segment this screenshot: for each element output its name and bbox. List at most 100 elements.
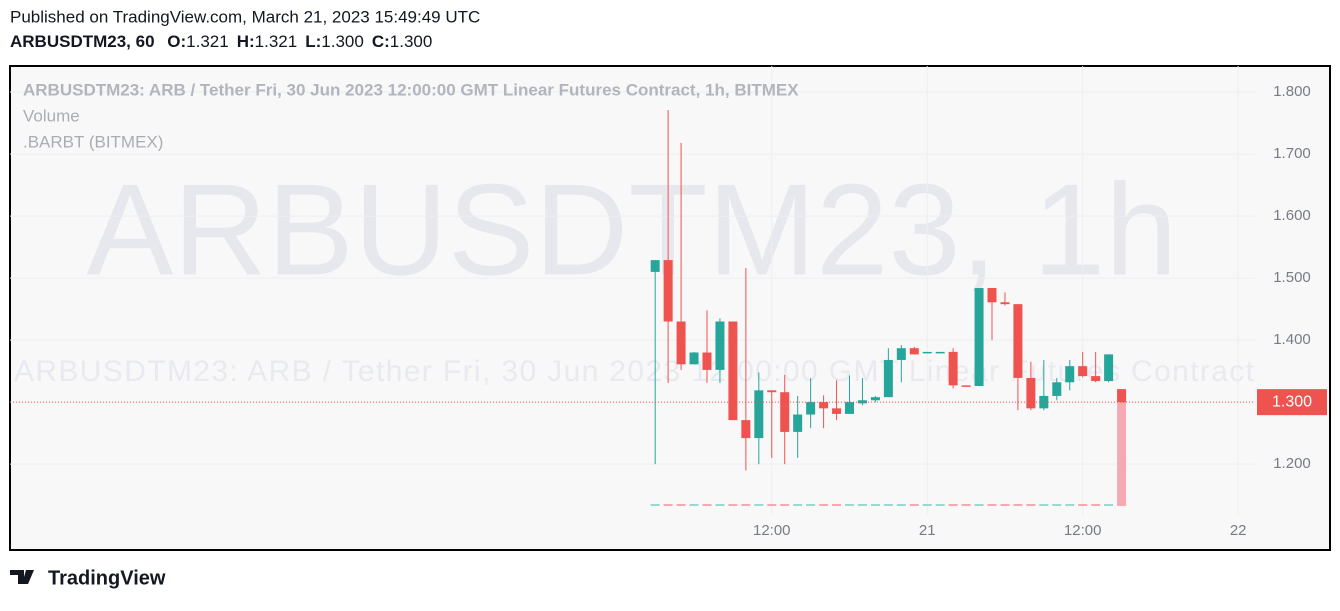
candle-body	[832, 408, 842, 414]
y-tick-label: 1.700	[1273, 145, 1311, 162]
candle-body	[870, 397, 880, 401]
volume-bar	[741, 504, 751, 506]
ohlc-label: L:	[305, 32, 321, 51]
volume-bar	[1000, 504, 1010, 506]
candle-body	[793, 414, 803, 432]
candle-body	[1065, 366, 1075, 383]
volume-bar	[1013, 504, 1023, 506]
candle-body	[741, 420, 751, 439]
candle-body	[715, 321, 725, 370]
volume-bar	[1091, 504, 1101, 506]
candle-body	[909, 348, 919, 355]
volume-bar	[987, 504, 997, 506]
volume-bar	[935, 504, 945, 506]
volume-bar	[1065, 504, 1075, 506]
volume-bar	[948, 504, 958, 506]
watermark: ARBUSDTM23, 1h	[87, 156, 1178, 302]
candle-body	[728, 321, 738, 421]
volume-bar	[845, 504, 855, 506]
volume-bar	[909, 504, 919, 506]
volume-bar	[883, 504, 893, 506]
volume-bar	[1117, 398, 1127, 506]
volume-bar	[832, 504, 842, 506]
volume-bar	[650, 504, 660, 506]
last-price-box	[1257, 389, 1327, 416]
symbol: ARBUSDTM23, 60	[10, 32, 155, 51]
candle-body	[922, 351, 932, 354]
candle-body	[650, 260, 660, 272]
candle-body	[883, 359, 893, 398]
y-tick-label: 1.800	[1273, 83, 1311, 100]
volume-bar	[754, 504, 764, 506]
volume-bar	[1026, 504, 1036, 506]
volume-bar	[806, 504, 816, 506]
candle-body	[663, 260, 673, 322]
candle-body	[819, 402, 829, 409]
volume-bar	[1104, 504, 1114, 506]
y-tick-label: 1.600	[1273, 207, 1311, 224]
plot: ARBUSDTM23, 1h ARBUSDTM23: ARB / Tether F…	[10, 66, 1255, 515]
volume-bar	[1078, 504, 1088, 506]
y-tick-label: 1.400	[1273, 331, 1311, 348]
candle-body	[1013, 304, 1023, 378]
candle-body	[961, 385, 971, 387]
symbol-line: ARBUSDTM23, 60 O:1.321 H:1.321 L:1.300 C:1.…	[10, 32, 432, 51]
x-tick-label: 12:00	[753, 522, 791, 539]
watermark-description: ARBUSDTM23: ARB / Tether Fri, 30 Jun 202…	[14, 355, 1255, 388]
volume-bar	[689, 504, 699, 506]
candle-body	[896, 348, 906, 360]
legend-text: Volume	[23, 106, 80, 125]
ohlc-value: 1.321	[186, 32, 229, 51]
ohlc-label: C:	[372, 32, 390, 51]
volume-bar	[715, 504, 725, 506]
volume-bar	[974, 504, 984, 506]
volume-bar	[819, 504, 829, 506]
y-tick-label: 1.200	[1273, 455, 1311, 472]
published: Published on TradingView.com, March 21, …	[10, 7, 480, 26]
volume-bar	[663, 504, 673, 506]
volume-bar	[896, 504, 906, 506]
candle-body	[676, 321, 686, 365]
volume-bar	[676, 504, 686, 506]
x-tick-label: 22	[1230, 522, 1247, 539]
volume-bar	[857, 504, 867, 506]
volume-bar	[702, 504, 712, 506]
candle-body	[689, 352, 699, 365]
legend-text: ARBUSDTM23: ARB / Tether Fri, 30 Jun 202…	[23, 80, 799, 99]
candle-body	[754, 390, 764, 439]
candle-body	[1117, 389, 1127, 403]
candle-body	[806, 402, 816, 415]
candle-body	[974, 288, 984, 387]
volume-bar	[922, 504, 932, 506]
candle-body	[1026, 377, 1036, 409]
logo-icon	[10, 570, 34, 584]
candle-body	[780, 392, 790, 432]
candle-body	[1000, 302, 1010, 305]
ohlc-value: 1.300	[321, 32, 364, 51]
volume-bar	[1039, 504, 1049, 506]
candle-body	[1052, 382, 1062, 396]
ohlc-value: 1.300	[390, 32, 433, 51]
candle-body	[702, 352, 712, 370]
volume-bar	[780, 504, 790, 506]
ohlc-label: H:	[237, 32, 255, 51]
x-tick-label: 21	[919, 522, 936, 539]
volume-bar	[1052, 504, 1062, 506]
candle-body	[1104, 354, 1114, 382]
candle-body	[845, 402, 855, 414]
legend-text: .BARBT (BITMEX)	[23, 132, 163, 151]
x-tick-label: 12:00	[1064, 522, 1102, 539]
volume-bar	[793, 504, 803, 506]
candle-body	[1078, 366, 1088, 377]
volume-bar	[961, 504, 971, 506]
candle-body	[1039, 395, 1049, 409]
ohlc-value: 1.321	[255, 32, 298, 51]
candle-body	[1091, 376, 1101, 382]
candle-body	[987, 288, 997, 303]
volume-bar	[767, 504, 777, 506]
brand: TradingView	[48, 567, 166, 589]
ohlc-label: O:	[167, 32, 186, 51]
candle-body	[935, 351, 945, 354]
y-tick-label: 1.500	[1273, 269, 1311, 286]
